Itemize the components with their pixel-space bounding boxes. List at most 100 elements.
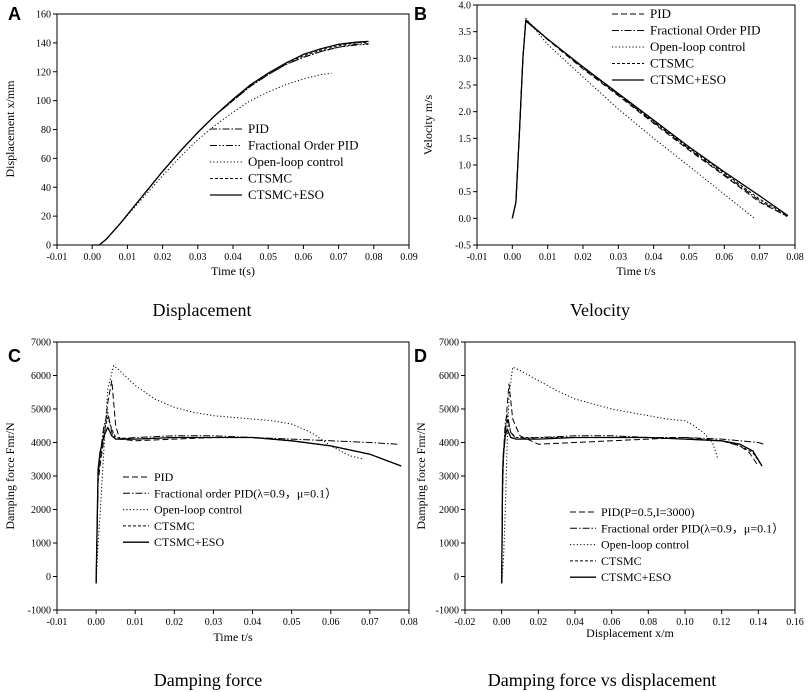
x-tick-label: 0.03 <box>610 252 628 263</box>
chart-panel-c: -0.01 0.00 0.01 0.02 0.03 0.04 0.05 0.06 0.07 0.0… <box>3 338 418 691</box>
panel-caption: Velocity <box>570 300 630 320</box>
series-line-3 <box>501 366 719 584</box>
y-tick-label: 40 <box>41 183 51 194</box>
legend: PID(P=0.5,I=3000) Fractional order PID(λ=… <box>570 505 784 584</box>
x-tick-label: 0.16 <box>786 617 804 628</box>
legend-label: Open-loop control <box>248 154 344 169</box>
x-tick-label: 0.06 <box>322 617 340 628</box>
panel-letter: B <box>414 4 427 24</box>
legend-label: Open-loop control <box>601 538 690 552</box>
y-tick-label: 2.0 <box>459 107 472 118</box>
x-tick-label: 0.07 <box>751 252 769 263</box>
x-axis-label: Time t/s <box>616 264 656 278</box>
y-tick-label: 4000 <box>439 438 459 449</box>
y-tick-label: 2000 <box>31 505 51 516</box>
y-tick-label: 160 <box>36 10 51 21</box>
x-tick-label: -0.01 <box>47 617 68 628</box>
y-tick-label: 1.0 <box>459 161 472 172</box>
x-tick-label: 0.04 <box>645 252 663 263</box>
chart-panel-a: -0.01 0.00 0.01 0.02 0.03 0.04 0.05 0.06 0.07 0.0… <box>3 4 418 320</box>
series-line-2 <box>511 19 788 219</box>
x-tick-label: 0.12 <box>713 617 731 628</box>
legend-label: Open-loop control <box>650 39 746 54</box>
y-tick-label: 6000 <box>439 371 459 382</box>
series-line-5 <box>501 428 763 584</box>
y-tick-label: 0 <box>454 572 459 583</box>
y-tick-label: 0 <box>46 241 51 252</box>
x-tick-label: 0.00 <box>493 617 511 628</box>
x-tick-label: 0.06 <box>295 252 313 263</box>
y-tick-label: -0.5 <box>455 241 471 252</box>
x-tick-label: 0.00 <box>87 617 105 628</box>
legend-label: CTSMC+ESO <box>154 535 224 549</box>
x-tick-label: 0.08 <box>400 617 418 628</box>
legend-label: CTSMC <box>154 519 195 533</box>
plot-frame <box>476 4 796 246</box>
legend-label: PID(P=0.5,I=3000) <box>601 505 695 519</box>
x-tick-label: 0.04 <box>244 617 262 628</box>
y-tick-label: -1000 <box>28 606 51 617</box>
y-tick-label: 3.0 <box>459 54 472 65</box>
x-tick-label: 0.05 <box>283 617 301 628</box>
y-tick-label: 5000 <box>31 405 51 416</box>
series-line-5 <box>95 426 402 584</box>
x-tick-label: 0.04 <box>224 252 242 263</box>
x-tick-label: 0.02 <box>154 252 172 263</box>
x-tick-label: 0.05 <box>680 252 698 263</box>
legend-label: Fractional order PID(λ=0.9，μ=0.1） <box>601 521 784 535</box>
y-axis-label: Displacement x/mm <box>3 80 17 178</box>
legend-label: Open-loop control <box>154 503 243 517</box>
y-tick-label: 7000 <box>31 338 51 349</box>
series-line-3 <box>95 365 365 584</box>
y-axis-label: Damping force Fmr/N <box>3 422 17 530</box>
legend-label: CTSMC+ESO <box>601 570 671 584</box>
legend-label: PID <box>154 470 174 484</box>
x-tick-label: 0.08 <box>365 252 383 263</box>
y-tick-label: -1000 <box>436 606 459 617</box>
x-tick-label: 0.09 <box>400 252 418 263</box>
y-tick-label: 100 <box>36 96 51 107</box>
series-line-3 <box>92 72 332 246</box>
series-line-1 <box>95 380 402 584</box>
x-axis-label: Time t(s) <box>211 264 255 278</box>
x-tick-label: 0.06 <box>603 617 621 628</box>
y-tick-label: 7000 <box>439 338 459 349</box>
legend-label: Fractional Order PID <box>650 23 760 38</box>
panel-caption: Damping force vs displacement <box>488 670 716 690</box>
y-tick-label: 0.5 <box>459 187 472 198</box>
y-tick-label: 80 <box>41 125 51 136</box>
y-tick-label: 20 <box>41 212 51 223</box>
x-tick-label: 0.03 <box>189 252 207 263</box>
x-tick-label: 0.02 <box>166 617 184 628</box>
legend-label: CTSMC <box>650 56 694 71</box>
panel-caption: Damping force <box>154 670 262 690</box>
x-tick-label: 0.03 <box>205 617 223 628</box>
legend-label: Fractional order PID(λ=0.9，μ=0.1） <box>154 486 337 500</box>
x-tick-label: 0.00 <box>83 252 101 263</box>
y-tick-label: 1000 <box>439 539 459 550</box>
x-tick-label: 0.01 <box>119 252 137 263</box>
x-tick-label: 0.04 <box>566 617 584 628</box>
series-line-5 <box>92 40 369 246</box>
y-tick-label: 0.0 <box>459 214 472 225</box>
series-line-3 <box>511 17 755 219</box>
y-tick-label: 4.0 <box>459 1 472 12</box>
x-tick-label: 0.06 <box>716 252 734 263</box>
legend-label: CTSMC+ESO <box>248 187 324 202</box>
y-tick-label: 5000 <box>439 405 459 416</box>
x-tick-label: 0.10 <box>676 617 694 628</box>
x-tick-label: 0.00 <box>504 252 522 263</box>
panel-caption: Displacement <box>153 300 252 320</box>
y-tick-label: 6000 <box>31 371 51 382</box>
y-tick-label: 3000 <box>439 472 459 483</box>
legend-label: CTSMC <box>601 554 642 568</box>
legend-label: PID <box>650 6 671 21</box>
chart-panel-b: -0.01 0.00 0.01 0.02 0.03 0.04 0.05 0.06 0.07 0.0… <box>414 1 804 321</box>
y-tick-label: 60 <box>41 154 51 165</box>
x-tick-label: 0.07 <box>361 617 379 628</box>
x-axis-label: Time t/s <box>213 630 253 644</box>
x-tick-label: -0.01 <box>467 252 488 263</box>
y-tick-label: 140 <box>36 38 51 49</box>
